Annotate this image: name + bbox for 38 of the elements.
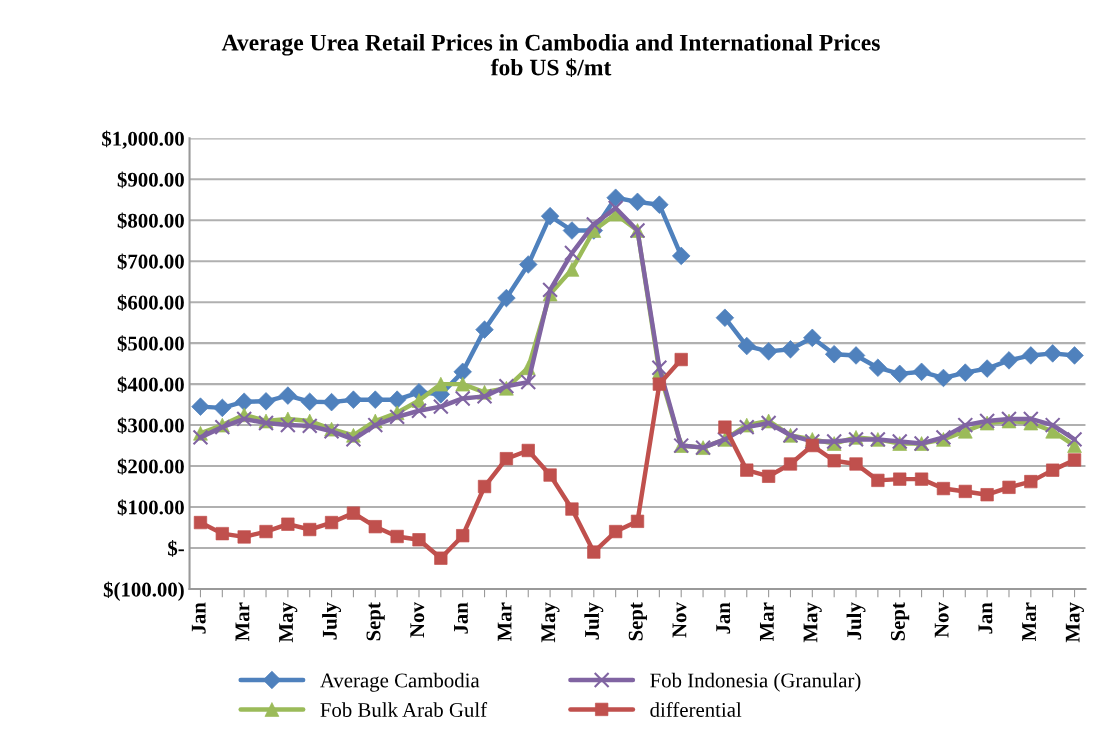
x-tick-label: July	[584, 602, 604, 640]
x-tick-label: Nov	[410, 602, 425, 638]
x-tick-label: Mar	[497, 602, 512, 642]
x-tick-label: Jan	[978, 602, 993, 634]
x-tick-label: May	[1065, 602, 1084, 643]
x-tick-label: Mar	[235, 602, 250, 642]
y-tick-label: $800.00	[117, 212, 184, 230]
x-tick-label: July	[846, 602, 866, 640]
y-tick-label: $(100.00)	[103, 581, 184, 601]
legend-label: Average Cambodia	[320, 672, 480, 692]
x-tick-label: Jan	[454, 602, 468, 634]
x-tick-label: Nov	[934, 602, 949, 638]
legend-label: Fob Bulk Arab Gulf	[320, 702, 488, 717]
x-tick-label: Mar	[1022, 602, 1037, 642]
y-tick-label: $900.00	[117, 171, 184, 189]
x-tick-label: May	[279, 602, 298, 643]
x-tick-label: Mar	[759, 602, 774, 642]
x-tick-label: Jan	[191, 602, 206, 634]
y-tick-label: $200.00	[117, 458, 184, 475]
y-tick-label: $700.00	[117, 253, 184, 271]
legend-label: differential	[650, 702, 742, 717]
legend-label: Fob Indonesia (Granular)	[650, 672, 861, 692]
x-tick-label: Sept	[366, 602, 385, 641]
y-tick-label: $-	[168, 540, 184, 557]
x-tick-label: May	[541, 602, 560, 643]
y-tick-label: $600.00	[117, 294, 184, 312]
x-tick-label: July	[322, 602, 342, 640]
x-tick-label: Nov	[672, 602, 687, 638]
y-tick-label: $500.00	[117, 335, 184, 352]
x-tick-label: Sept	[628, 602, 647, 641]
x-tick-label: Sept	[890, 602, 910, 641]
chart-title: Average Urea Retail Prices in Cambodia and International Prices fob US $/mt	[221, 34, 880, 78]
y-tick-label: $400.00	[117, 376, 184, 393]
x-tick-label: May	[803, 602, 822, 643]
x-tick-label: Jan	[716, 602, 731, 634]
y-tick-label: $100.00	[117, 499, 184, 516]
y-tick-label: $1,000.00	[102, 130, 184, 149]
y-tick-label: $300.00	[117, 417, 184, 434]
